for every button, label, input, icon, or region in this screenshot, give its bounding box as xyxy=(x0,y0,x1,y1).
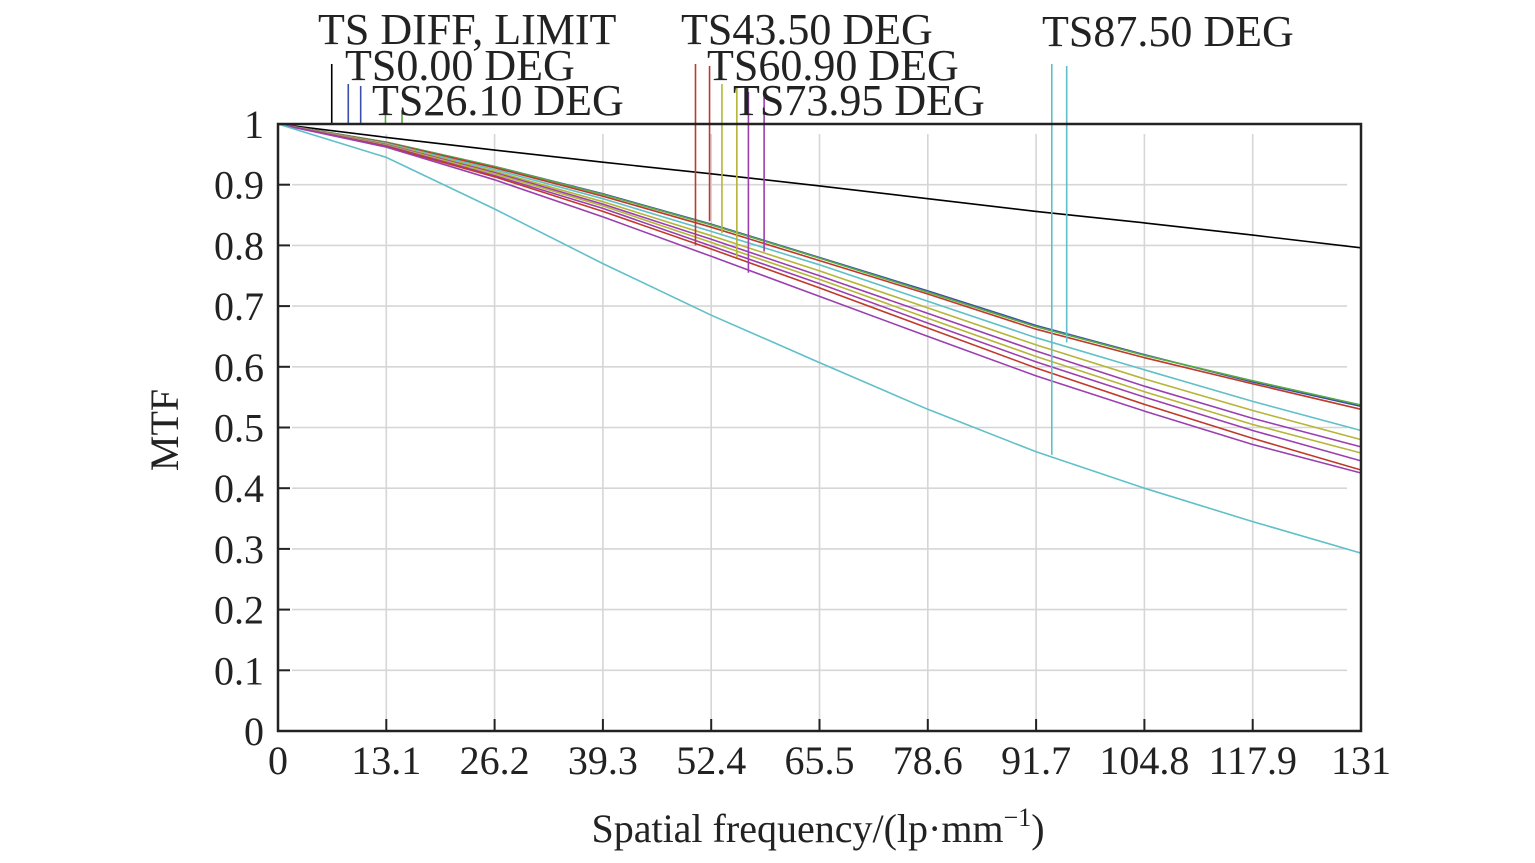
x-axis-title-superscript: −1 xyxy=(1004,803,1032,832)
series-line-10 xyxy=(277,123,1362,471)
x-tick-label: 13.1 xyxy=(351,738,421,783)
legend-markers xyxy=(330,64,1068,455)
series-line-12 xyxy=(277,123,1362,554)
series-line-5 xyxy=(277,123,1362,432)
series-line-1 xyxy=(277,123,1362,249)
legend-label-5: TS60.90 DEG xyxy=(707,41,959,90)
y-tick-label: 0.1 xyxy=(214,648,264,693)
legend-label-1: TS DIFF, LIMIT xyxy=(318,5,616,54)
y-tick-label: 1 xyxy=(244,102,264,147)
legend-label-6: TS73.95 DEG xyxy=(733,76,985,125)
x-tick-label: 52.4 xyxy=(676,738,746,783)
x-axis-title-main: Spatial frequency/(lp·mm xyxy=(591,806,1003,851)
y-axis-title: MTF xyxy=(142,389,187,471)
x-axis-title: Spatial frequency/(lp·mm−1) xyxy=(591,803,1044,851)
series-line-9 xyxy=(277,123,1362,462)
y-tick-label: 0.9 xyxy=(214,163,264,208)
y-tick-label: 0.4 xyxy=(214,466,264,511)
series-line-3 xyxy=(277,123,1362,406)
y-tick-label: 0.8 xyxy=(214,223,264,268)
axis-ticks: 0 13.1 26.2 39.3 52.4 65.5 78.6 91.7 104.8 117.9 1… xyxy=(214,102,1391,783)
x-tick-label: 117.9 xyxy=(1208,738,1297,783)
series-line-11 xyxy=(277,123,1362,474)
series-lines xyxy=(277,123,1362,554)
legend-label-2: TS0.00 DEG xyxy=(345,41,575,90)
x-axis-title-suffix: ) xyxy=(1031,806,1044,851)
series-line-7 xyxy=(277,123,1362,448)
y-tick-label: 0.6 xyxy=(214,345,264,390)
legend-label-4: TS43.50 DEG xyxy=(681,5,933,54)
x-tick-label: 131 xyxy=(1331,738,1391,783)
series-line-6 xyxy=(277,123,1362,441)
grid xyxy=(292,134,1347,721)
series-line-8 xyxy=(277,123,1362,454)
y-tick-label: 0.5 xyxy=(214,406,264,451)
legend-label-3: TS26.10 DEG xyxy=(372,76,624,125)
y-tick-label: 0 xyxy=(244,709,264,754)
series-line-4 xyxy=(277,123,1362,411)
x-tick-label: 65.5 xyxy=(785,738,855,783)
x-tick-label: 78.6 xyxy=(893,738,963,783)
y-tick-label: 0.2 xyxy=(214,588,264,633)
y-tick-label: 0.7 xyxy=(214,284,264,329)
y-tick-label: 0.3 xyxy=(214,527,264,572)
legend-label-7: TS87.50 DEG xyxy=(1042,7,1294,56)
x-tick-label: 0 xyxy=(268,738,288,783)
x-tick-label: 26.2 xyxy=(460,738,530,783)
x-tick-label: 39.3 xyxy=(568,738,638,783)
x-tick-label: 104.8 xyxy=(1099,738,1189,783)
x-tick-label: 91.7 xyxy=(1001,738,1071,783)
